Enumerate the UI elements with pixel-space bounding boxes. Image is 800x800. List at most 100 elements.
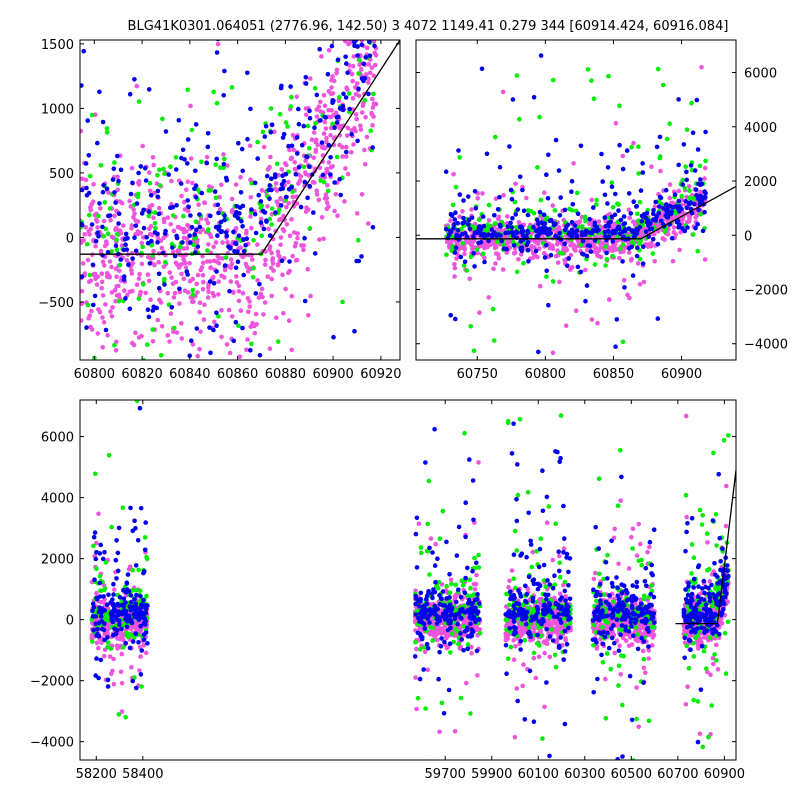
series-c-point xyxy=(294,94,300,100)
series-c-point xyxy=(460,209,465,214)
series-c-point xyxy=(201,279,206,285)
series-c-point xyxy=(200,253,205,259)
series-a-point xyxy=(372,43,377,49)
series-c-point xyxy=(108,309,113,314)
series-a-point xyxy=(462,259,468,265)
series-c-point xyxy=(212,319,217,325)
series-b-point xyxy=(575,190,580,196)
series-b-point xyxy=(330,121,335,127)
series-a-point xyxy=(262,134,268,139)
series-c-point xyxy=(472,587,478,592)
plot-area xyxy=(416,53,736,356)
series-a-point xyxy=(189,225,195,230)
series-c-point xyxy=(278,216,283,222)
series-c-point xyxy=(414,646,419,652)
series-a-point xyxy=(286,186,292,192)
series-a-point xyxy=(325,71,331,77)
series-c-point xyxy=(314,192,320,197)
series-c-point xyxy=(137,271,142,277)
series-b-point xyxy=(173,155,179,160)
series-c-point xyxy=(236,283,242,289)
series-a-point xyxy=(455,220,461,226)
series-b-point xyxy=(682,185,687,191)
series-c-point xyxy=(248,195,254,200)
series-b-point xyxy=(172,325,177,331)
series-c-point xyxy=(323,192,329,197)
x-axis: 60800 60820 60840 60860 60880 60900 60920 xyxy=(74,40,402,382)
series-a-point xyxy=(370,145,376,150)
series-c-point xyxy=(319,215,325,220)
series-b-point xyxy=(552,208,558,213)
series-b-point xyxy=(136,296,142,302)
series-a-point xyxy=(565,222,571,227)
series-a-point xyxy=(86,153,92,158)
series-c-point xyxy=(494,227,500,232)
series-c-point xyxy=(270,261,276,266)
series-b-point xyxy=(658,154,663,159)
series-a-point xyxy=(578,269,584,275)
series-c-point xyxy=(571,161,576,166)
series-c-point xyxy=(280,272,285,278)
series-a-point xyxy=(507,144,512,149)
series-c-point xyxy=(85,257,91,263)
series-a-point xyxy=(132,77,137,82)
series-a-point xyxy=(80,274,85,279)
series-a-point xyxy=(261,226,267,232)
series-c-point xyxy=(230,289,236,295)
series-a-point xyxy=(80,222,85,228)
series-b-point xyxy=(512,199,518,205)
series-a-point xyxy=(197,212,202,217)
series-c-point xyxy=(103,302,108,307)
series-c-point xyxy=(362,161,368,167)
series-c-point xyxy=(143,650,149,656)
series-c-point xyxy=(533,675,539,681)
series-a-point xyxy=(92,293,98,299)
series-a-point xyxy=(676,162,681,168)
series-c-point xyxy=(80,318,84,323)
series-c-point xyxy=(259,286,265,292)
series-b-point xyxy=(620,242,626,247)
series-c-point xyxy=(620,635,626,641)
series-a-point xyxy=(640,214,645,219)
series-c-point xyxy=(482,255,487,261)
series-a-point xyxy=(104,186,110,192)
series-a-point xyxy=(367,40,372,45)
series-c-point xyxy=(351,54,357,59)
series-a-point xyxy=(343,95,349,100)
series-c-point xyxy=(505,636,511,641)
series-a-point xyxy=(695,222,700,227)
series-b-point xyxy=(486,202,492,208)
series-c-point xyxy=(182,288,188,294)
series-b-point xyxy=(616,202,621,207)
series-c-point xyxy=(596,219,602,224)
series-b-point xyxy=(249,341,254,347)
series-c-point xyxy=(496,216,501,222)
series-a-point xyxy=(696,181,701,187)
series-a-point xyxy=(205,144,211,150)
series-a-point xyxy=(617,226,622,232)
series-a-point xyxy=(192,186,197,192)
series-c-point xyxy=(683,702,689,707)
series-b-point xyxy=(689,100,694,106)
series-a-point xyxy=(531,224,536,230)
series-a-point xyxy=(448,228,453,234)
series-a-point xyxy=(189,338,194,344)
series-b-point xyxy=(168,164,173,169)
series-b-point xyxy=(680,177,686,183)
series-c-point xyxy=(200,272,206,278)
series-b-point xyxy=(356,237,361,243)
series-a-point xyxy=(187,353,192,359)
series-a-point xyxy=(467,226,473,232)
series-b-point xyxy=(481,251,486,256)
series-b-point xyxy=(149,243,154,248)
series-c-point xyxy=(243,261,249,267)
series-c-point xyxy=(101,653,107,659)
series-a-point xyxy=(95,140,100,146)
series-c-point xyxy=(611,632,617,637)
series-c-point xyxy=(561,546,567,551)
series-b-point xyxy=(191,242,196,248)
series-c-point xyxy=(150,155,156,160)
series-b-point xyxy=(85,302,91,308)
series-b-point xyxy=(313,120,318,126)
series-c-point xyxy=(197,309,202,315)
